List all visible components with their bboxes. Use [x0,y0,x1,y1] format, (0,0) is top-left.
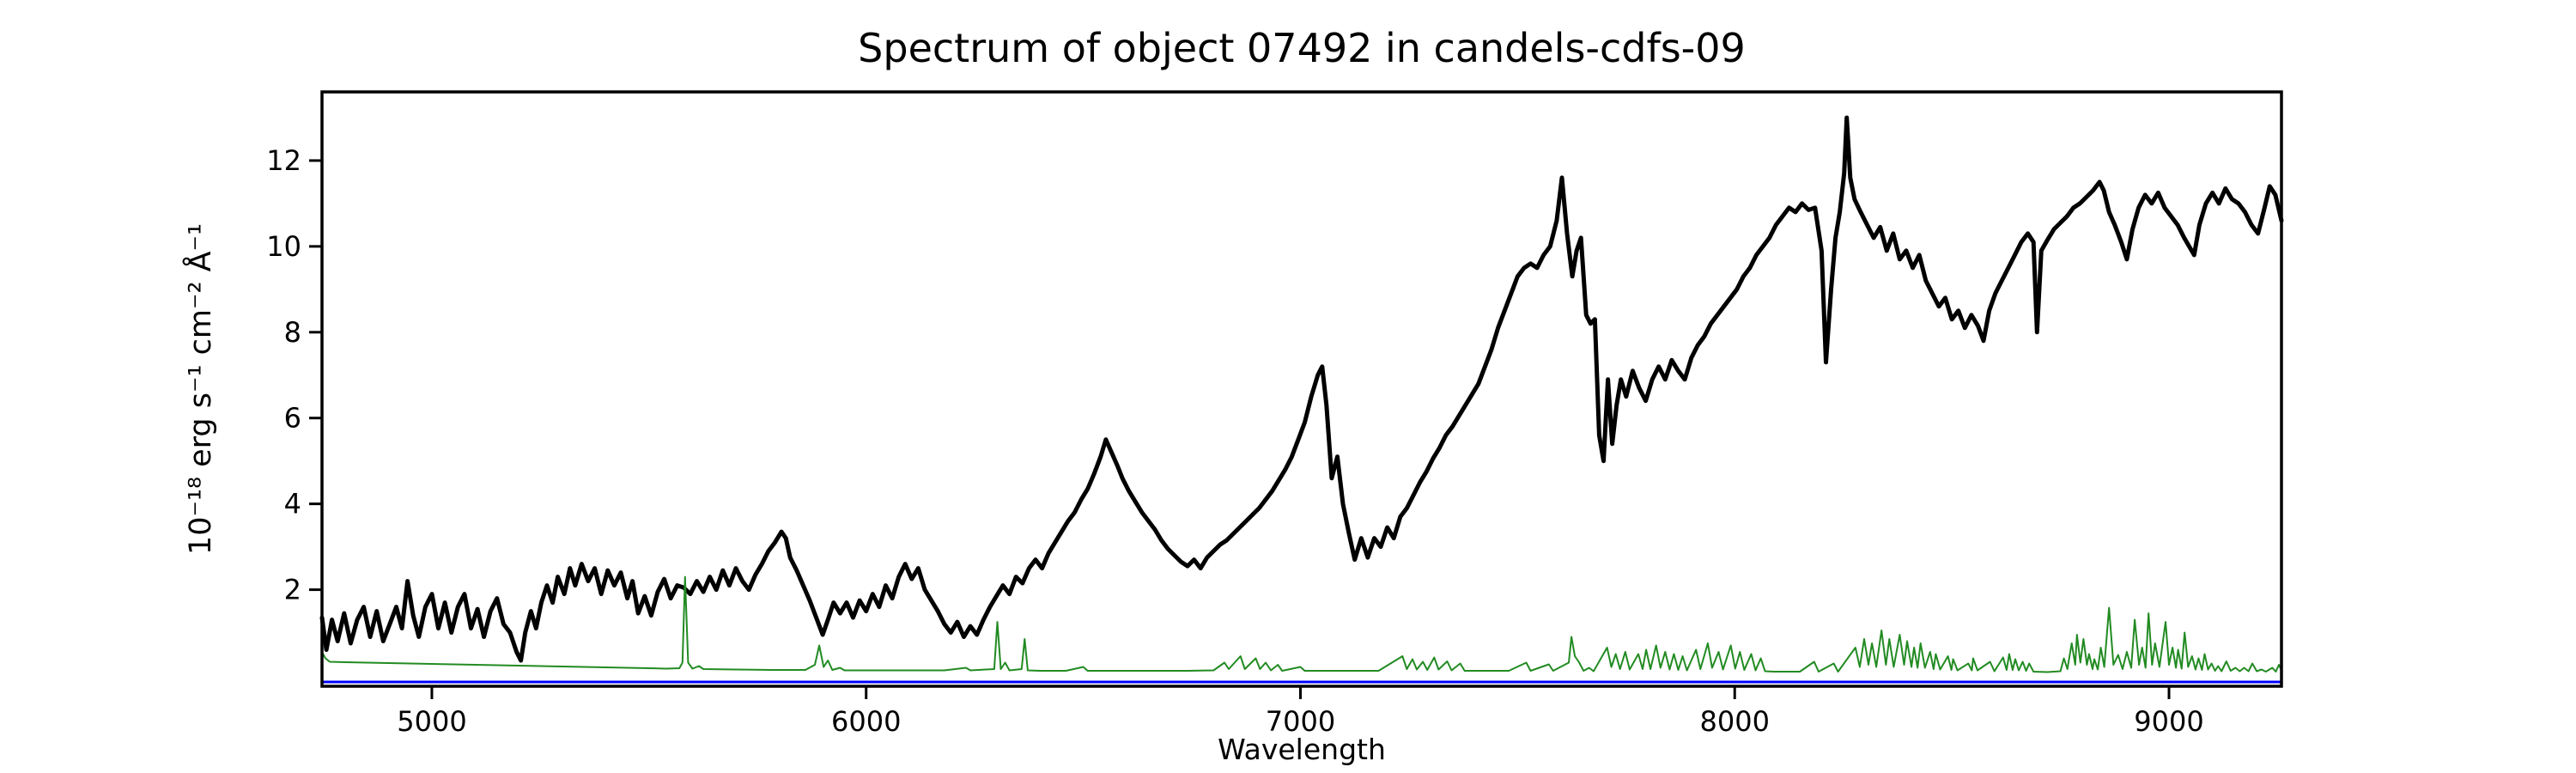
data-series-group [319,115,2284,684]
y-tick-label: 12 [266,144,301,177]
axes-border [320,90,2283,688]
x-axis-ticks: 5000 6000 7000 8000 9000 [397,686,2204,738]
x-tick-label: 8000 [1700,705,1770,738]
object-flux-spectrum-line [319,115,2284,663]
y-axis-label: 10⁻¹⁸ erg s⁻¹ cm⁻² Å⁻¹ [181,223,218,555]
noise-sky-spectrum-line [321,575,2282,673]
y-tick-label: 2 [284,574,301,606]
y-tick-label: 10 [266,230,301,263]
plot-title: Spectrum of object 07492 in candels-cdfs… [858,25,1746,71]
x-axis-label: Wavelength [1218,733,1386,766]
y-tick-label: 4 [284,488,301,520]
y-tick-label: 6 [284,402,301,435]
x-tick-label: 5000 [397,705,466,738]
y-axis-ticks: 2 4 6 8 10 12 [266,144,322,606]
x-tick-label: 7000 [1266,705,1335,738]
x-tick-label: 9000 [2134,705,2203,738]
y-tick-label: 8 [284,316,301,349]
x-tick-label: 6000 [831,705,901,738]
